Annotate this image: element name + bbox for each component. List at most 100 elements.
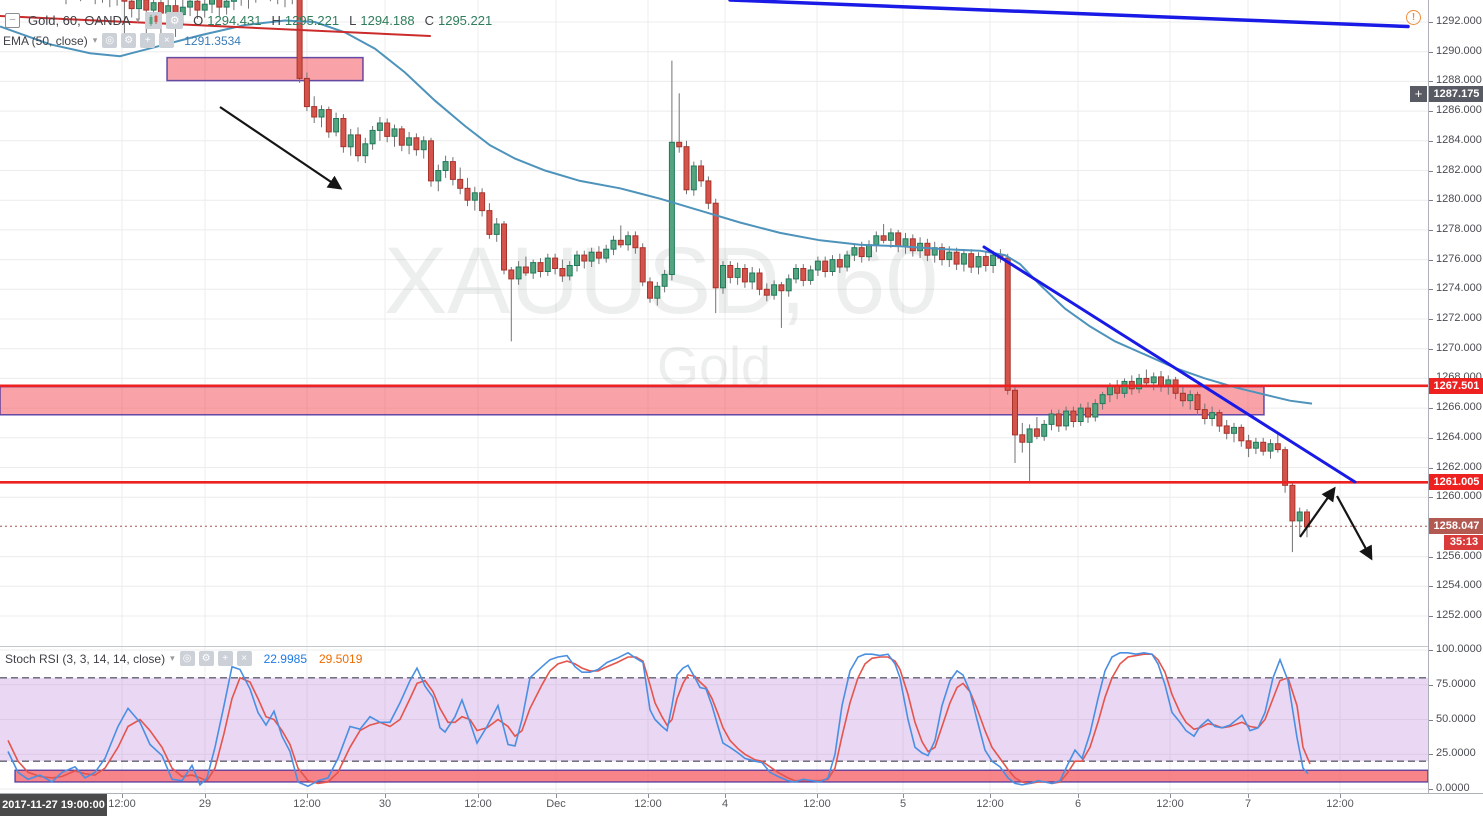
gear-icon[interactable]: ⚙ xyxy=(198,651,214,666)
support-price-label: 1261.005 xyxy=(1429,474,1483,490)
time-tick-mark xyxy=(122,794,123,798)
price-tick-label: 1292.000 xyxy=(1436,15,1482,27)
price-tick-label: 1264.000 xyxy=(1436,431,1482,443)
chevron-down-icon[interactable]: ▾ xyxy=(135,15,141,25)
ema-value: 1291.3534 xyxy=(184,33,241,48)
indicator-tick-mark xyxy=(1429,754,1433,755)
price-tick-mark xyxy=(1429,497,1433,498)
add-alert-plus-icon[interactable]: + xyxy=(1410,86,1427,102)
time-tick-label: 4 xyxy=(721,798,729,810)
price-tick-mark xyxy=(1429,319,1433,320)
ema-line xyxy=(0,19,1313,405)
arrow-drawing[interactable] xyxy=(1336,495,1373,561)
price-tick-label: 1286.000 xyxy=(1436,104,1482,116)
time-tick-mark xyxy=(307,794,308,798)
price-tick-mark xyxy=(1429,260,1433,261)
time-tick-mark xyxy=(205,794,206,798)
stoch-d-line xyxy=(7,653,1311,785)
time-tick-mark xyxy=(478,794,479,798)
close-label: C xyxy=(424,13,434,28)
time-tick-label: 12:00 xyxy=(464,798,492,810)
close-icon[interactable]: × xyxy=(236,651,252,666)
price-tick-label: 1276.000 xyxy=(1436,253,1482,265)
high-label: H xyxy=(271,13,281,28)
time-tick-label: 12:00 xyxy=(108,798,136,810)
close-icon[interactable]: × xyxy=(159,33,175,48)
time-tick-mark xyxy=(385,794,386,798)
time-tick-label: Dec xyxy=(546,798,566,810)
eye-icon[interactable]: ◎ xyxy=(179,651,195,666)
time-tick-label: 12:00 xyxy=(293,798,321,810)
gear-icon[interactable]: ⚙ xyxy=(121,33,137,48)
legend-collapse-icon[interactable]: – xyxy=(5,13,20,28)
time-tick-label: 12:00 xyxy=(976,798,1004,810)
price-tick-label: 1266.000 xyxy=(1436,401,1482,413)
oversold-zone-rectangle[interactable] xyxy=(14,769,1428,783)
time-tick-mark xyxy=(1248,794,1249,798)
price-tick-mark xyxy=(1429,171,1433,172)
gear-icon[interactable]: ⚙ xyxy=(166,12,184,29)
indicator-tick-mark xyxy=(1429,650,1433,651)
bar-countdown-label: 35:13 xyxy=(1444,535,1483,550)
chart-style-button[interactable] xyxy=(145,12,163,29)
chevron-down-icon[interactable]: ▾ xyxy=(170,653,175,663)
time-tick-mark xyxy=(556,794,557,798)
time-tick-label: 5 xyxy=(899,798,907,810)
time-tick-mark xyxy=(817,794,818,798)
price-tick-label: 1254.000 xyxy=(1436,579,1482,591)
trend-line[interactable] xyxy=(0,15,431,37)
arrow-drawing[interactable] xyxy=(1299,486,1336,538)
price-tick-label: 1256.000 xyxy=(1436,550,1482,562)
symbol-title[interactable]: Gold, 60, OANDA xyxy=(28,13,131,28)
price-tick-mark xyxy=(1429,141,1433,142)
stoch-d-value: 29.5019 xyxy=(319,651,363,666)
price-tick-label: 1288.000 xyxy=(1436,74,1482,86)
add-icon[interactable]: + xyxy=(140,33,156,48)
stoch-k-value: 22.9985 xyxy=(263,651,307,666)
time-tick-label: 12:00 xyxy=(803,798,831,810)
price-tick-mark xyxy=(1429,586,1433,587)
time-tick-label: 7 xyxy=(1244,798,1252,810)
stoch-title[interactable]: Stoch RSI (3, 3, 14, 14, close) xyxy=(5,651,166,666)
price-tick-label: 1270.000 xyxy=(1436,342,1482,354)
supply-zone-rectangle[interactable] xyxy=(166,56,364,82)
supply-zone-rectangle[interactable] xyxy=(0,385,1265,416)
time-tick-label: 6 xyxy=(1074,798,1082,810)
time-tick-mark xyxy=(725,794,726,798)
price-tick-label: 1272.000 xyxy=(1436,312,1482,324)
price-tick-label: 1280.000 xyxy=(1436,193,1482,205)
time-tick-mark xyxy=(648,794,649,798)
resistance-price-label: 1267.501 xyxy=(1429,378,1483,394)
price-tick-mark xyxy=(1429,22,1433,23)
stoch-k-line xyxy=(7,651,1309,788)
price-tick-label: 1278.000 xyxy=(1436,223,1482,235)
time-tick-label: 12:00 xyxy=(1156,798,1184,810)
indicator-tick-mark xyxy=(1429,685,1433,686)
price-tick-label: 1282.000 xyxy=(1436,164,1482,176)
price-tick-label: 1290.000 xyxy=(1436,45,1482,57)
open-label: O xyxy=(193,13,204,28)
trend-line[interactable] xyxy=(728,0,1410,29)
time-tick-mark xyxy=(1170,794,1171,798)
indicator-tick-label: 0.0000 xyxy=(1436,782,1470,794)
price-tick-mark xyxy=(1429,52,1433,53)
price-axis[interactable]: + 1292.000 1290.000 1288.000 1286.000 1284.0… xyxy=(1410,0,1483,794)
eye-icon[interactable]: ◎ xyxy=(102,33,118,48)
indicator-tick-label: 100.0000 xyxy=(1436,643,1482,655)
trend-line[interactable] xyxy=(982,245,1357,484)
last-price-label: 1258.047 xyxy=(1429,518,1483,534)
arrow-drawing[interactable] xyxy=(219,106,343,190)
alert-warning-icon[interactable]: ! xyxy=(1406,10,1421,25)
ema-title[interactable]: EMA (50, close) xyxy=(3,33,88,48)
price-tick-mark xyxy=(1429,557,1433,558)
price-tick-mark xyxy=(1429,408,1433,409)
low-value: 1294.188 xyxy=(360,13,415,28)
add-icon[interactable]: + xyxy=(217,651,233,666)
chevron-down-icon[interactable]: ▾ xyxy=(92,35,98,45)
time-axis[interactable]: 12:00 29 12:00 30 12:00 Dec 12:00 4 12:00 5 12:00 6… xyxy=(0,793,1483,816)
time-tick-mark xyxy=(903,794,904,798)
time-tick-label: 30 xyxy=(378,798,392,810)
indicator-tick-mark xyxy=(1429,789,1433,790)
indicator-tick-label: 25.0000 xyxy=(1436,747,1476,759)
